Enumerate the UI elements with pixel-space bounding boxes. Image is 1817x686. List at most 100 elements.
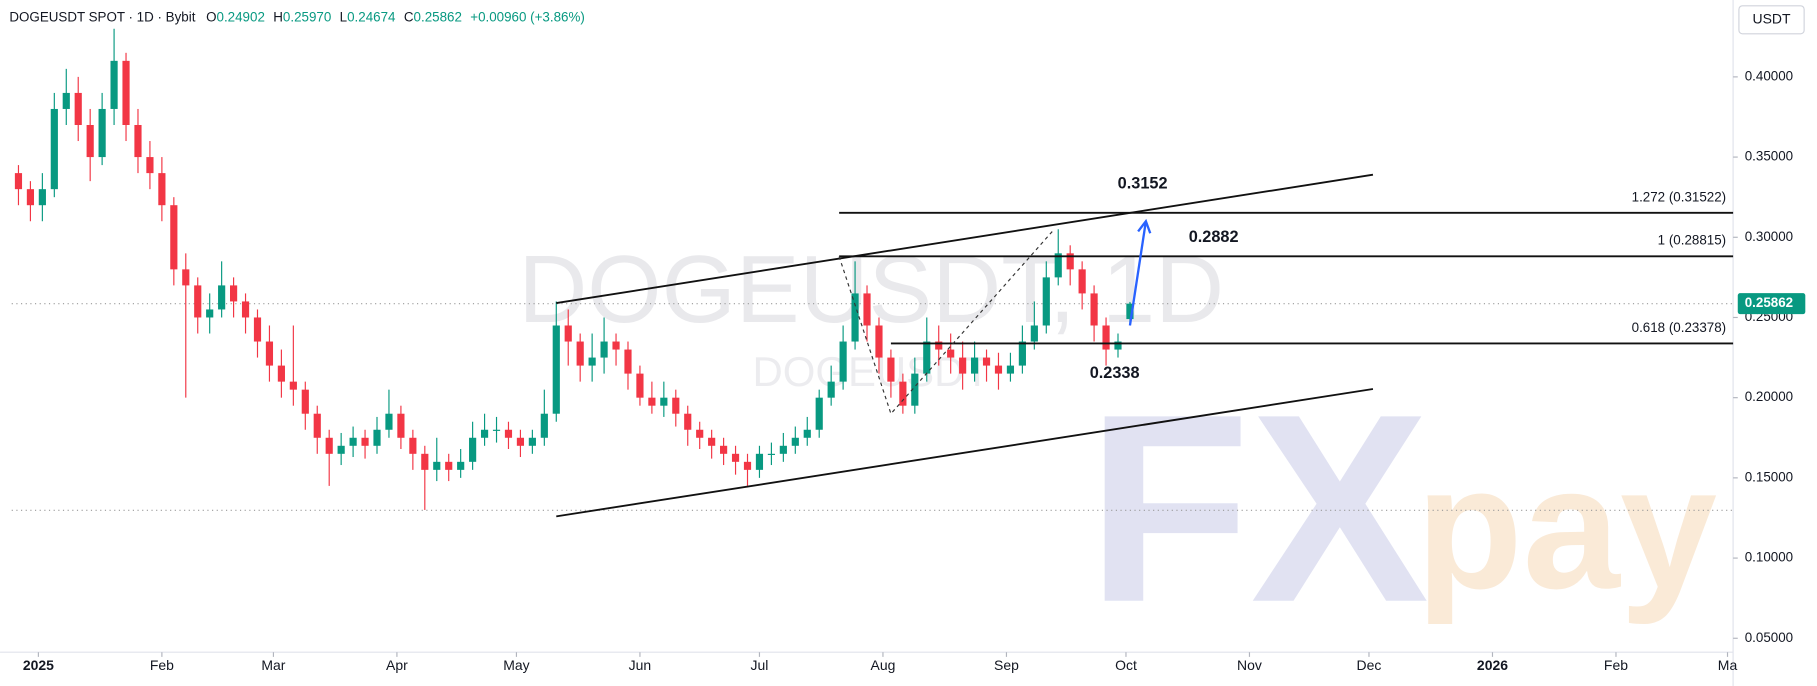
y-tick-label: 0.05000 xyxy=(1745,630,1793,645)
candle-body xyxy=(1018,341,1026,366)
candle-body xyxy=(265,341,274,366)
y-tick-label: 0.30000 xyxy=(1745,229,1793,244)
candle-body xyxy=(26,189,35,206)
candle-body xyxy=(612,341,620,350)
candle-body xyxy=(923,341,931,374)
candle-body xyxy=(1078,269,1086,294)
candle-body xyxy=(660,397,668,406)
candle-body xyxy=(469,437,477,462)
candle-body xyxy=(863,293,871,326)
candle-body xyxy=(1126,303,1134,320)
candle-body xyxy=(86,124,94,158)
candle-body xyxy=(433,461,441,470)
candle-body xyxy=(122,60,130,125)
annotation: 0.2338 xyxy=(1090,364,1140,382)
ohlc-value: 0.25970 xyxy=(283,9,331,24)
y-tick-label: 0.15000 xyxy=(1745,469,1793,484)
x-tick-label: Nov xyxy=(1237,657,1262,673)
x-tick-label: Feb xyxy=(150,657,174,673)
candle-body xyxy=(779,445,787,454)
x-tick-label: Jun xyxy=(629,657,652,673)
candle-body xyxy=(218,285,226,310)
candle-body xyxy=(110,60,118,109)
candle-body xyxy=(851,293,859,342)
fib-connector xyxy=(838,228,1055,415)
ohlc-value: 0.24902 xyxy=(217,9,265,24)
currency-box[interactable] xyxy=(1738,5,1805,35)
candle-body xyxy=(50,108,58,190)
candle-body xyxy=(720,445,728,454)
change: +0.00960 (+3.86%) xyxy=(470,9,585,24)
candle-body xyxy=(935,341,943,350)
candle-body xyxy=(241,301,250,318)
candle-body xyxy=(397,413,405,438)
candle-body xyxy=(480,429,489,438)
candle-body xyxy=(457,461,465,470)
candle-body xyxy=(1006,365,1015,374)
currency: USDT xyxy=(1753,10,1791,26)
candle-body xyxy=(1042,277,1050,326)
watermark-layer: DOGEUSDT, 1D DOGEUSDT FX pay xyxy=(518,237,1717,657)
annotation: 0.3152 xyxy=(1118,174,1168,192)
candle-body xyxy=(1066,253,1074,270)
candle-body xyxy=(911,373,919,406)
candle-body xyxy=(421,453,429,470)
ohlc-key: C xyxy=(404,9,414,24)
x-tick-label: 2026 xyxy=(1477,657,1508,673)
candle-body xyxy=(576,341,584,366)
candle-body xyxy=(206,309,214,318)
ohlc-key: O xyxy=(206,9,216,24)
x-tick-label: Ma xyxy=(1718,657,1738,673)
candle-body xyxy=(755,453,764,470)
header: DOGEUSDT SPOT · 1D · Bybit O0.24902 H0.2… xyxy=(9,9,584,24)
candle-body xyxy=(887,357,895,382)
x-tick-label: Dec xyxy=(1357,657,1382,673)
candle-body xyxy=(170,205,178,270)
candle-body xyxy=(696,429,704,438)
x-tick-label: Mar xyxy=(261,657,285,673)
annotation: 0.2882 xyxy=(1189,228,1239,246)
candle-body xyxy=(600,341,608,358)
y-tick-label: 0.40000 xyxy=(1745,68,1793,83)
x-tick-label: 2025 xyxy=(23,657,54,673)
projection-arrow xyxy=(1128,221,1148,326)
candle-body xyxy=(182,269,190,286)
x-tick-label: Feb xyxy=(1604,657,1628,673)
x-tick-label: Jul xyxy=(751,657,769,673)
candle-body xyxy=(552,325,560,414)
candle-body xyxy=(14,173,23,190)
candle-body xyxy=(827,381,835,398)
trendline xyxy=(556,388,1374,518)
ohlc-value: 0.24674 xyxy=(347,9,396,24)
candle-body xyxy=(385,413,393,430)
candle-body xyxy=(743,461,752,470)
candle-body xyxy=(325,437,333,454)
x-tick-label: Sep xyxy=(994,657,1019,673)
candle-body xyxy=(839,341,847,382)
y-tick-label: 0.20000 xyxy=(1745,389,1793,404)
x-tick-label: May xyxy=(503,657,529,673)
candle-body xyxy=(684,413,692,430)
fib-label: 0.618 (0.23378) xyxy=(1632,320,1726,335)
trendline xyxy=(556,173,1374,304)
candle-body xyxy=(337,445,345,454)
watermark-small: DOGEUSDT xyxy=(752,348,989,395)
candle-body xyxy=(194,285,202,318)
candle-body xyxy=(636,373,644,398)
candle-body xyxy=(588,357,596,366)
ohlc-value: 0.25862 xyxy=(414,9,462,24)
candle-body xyxy=(361,437,369,446)
candle-body xyxy=(146,157,154,174)
last-price-label: 0.25862 xyxy=(1745,295,1793,310)
x-tick-label: Oct xyxy=(1115,657,1137,673)
candle-body xyxy=(947,349,955,358)
candle-body xyxy=(815,397,823,430)
candle-body xyxy=(504,429,513,438)
candle-body xyxy=(134,124,142,158)
x-tick-label: Aug xyxy=(871,657,896,673)
candle-body xyxy=(349,437,357,446)
candle-body xyxy=(899,381,907,406)
y-tick-label: 0.35000 xyxy=(1745,149,1793,164)
